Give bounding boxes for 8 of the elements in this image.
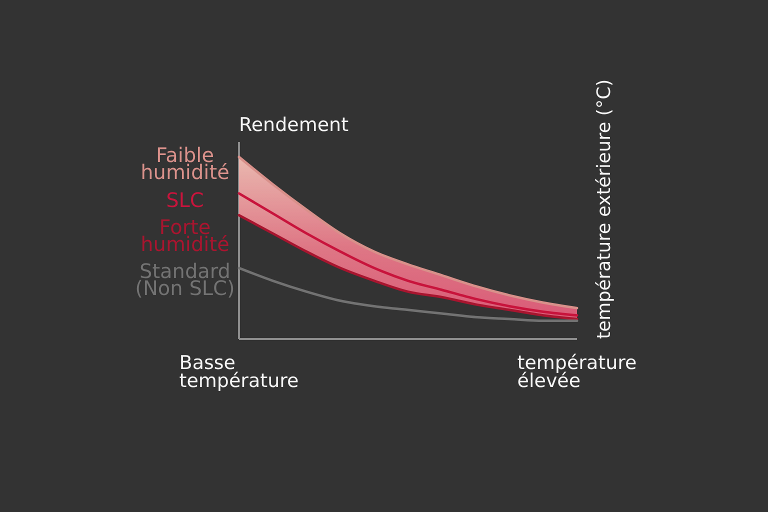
y-axis-title: Rendement <box>239 114 349 136</box>
series-label: SLC <box>166 188 204 212</box>
text: température extérieure (°C) <box>594 79 615 339</box>
x-tick-label: température élevée <box>517 352 637 392</box>
x-tick-label: Basse température <box>179 352 299 392</box>
series-label: Faible humidité <box>140 143 230 184</box>
series-label: Forte humidité <box>140 214 230 256</box>
series-label: Standard (Non SLC) <box>135 258 235 300</box>
